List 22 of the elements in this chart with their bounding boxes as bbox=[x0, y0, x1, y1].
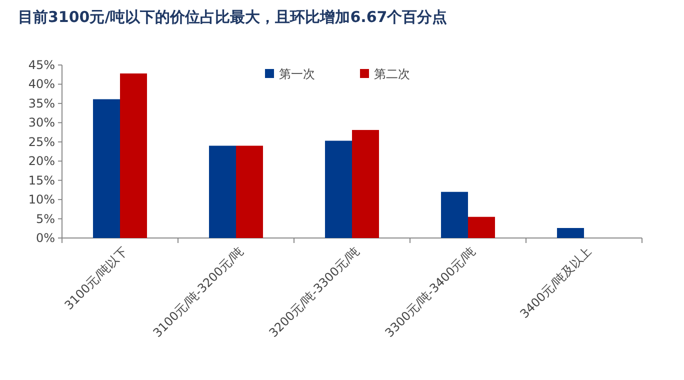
y-tick-label: 0% bbox=[36, 231, 55, 245]
bar bbox=[468, 216, 495, 238]
y-tick-label: 40% bbox=[28, 77, 55, 92]
y-tick-label: 20% bbox=[28, 154, 55, 168]
y-tick-label: 45% bbox=[28, 58, 55, 72]
y-tick-label: 30% bbox=[28, 116, 55, 130]
legend-label: 第一次 bbox=[279, 67, 315, 81]
bar bbox=[236, 146, 263, 238]
y-tick-label: 35% bbox=[28, 96, 55, 110]
bar bbox=[325, 140, 352, 238]
bar bbox=[120, 73, 147, 238]
y-tick-label: 10% bbox=[28, 192, 55, 207]
legend-label: 第二次 bbox=[374, 67, 410, 81]
bar bbox=[441, 192, 468, 238]
chart-title: 目前3100元/吨以下的价位占比最大，且环比增加6.67个百分点 bbox=[18, 7, 448, 28]
bar bbox=[93, 99, 120, 238]
bar bbox=[557, 228, 584, 238]
y-tick-label: 5% bbox=[36, 212, 55, 226]
y-tick-label: 15% bbox=[28, 173, 55, 188]
bar bbox=[209, 146, 236, 238]
bar bbox=[352, 130, 379, 238]
y-tick-label: 25% bbox=[28, 134, 55, 149]
